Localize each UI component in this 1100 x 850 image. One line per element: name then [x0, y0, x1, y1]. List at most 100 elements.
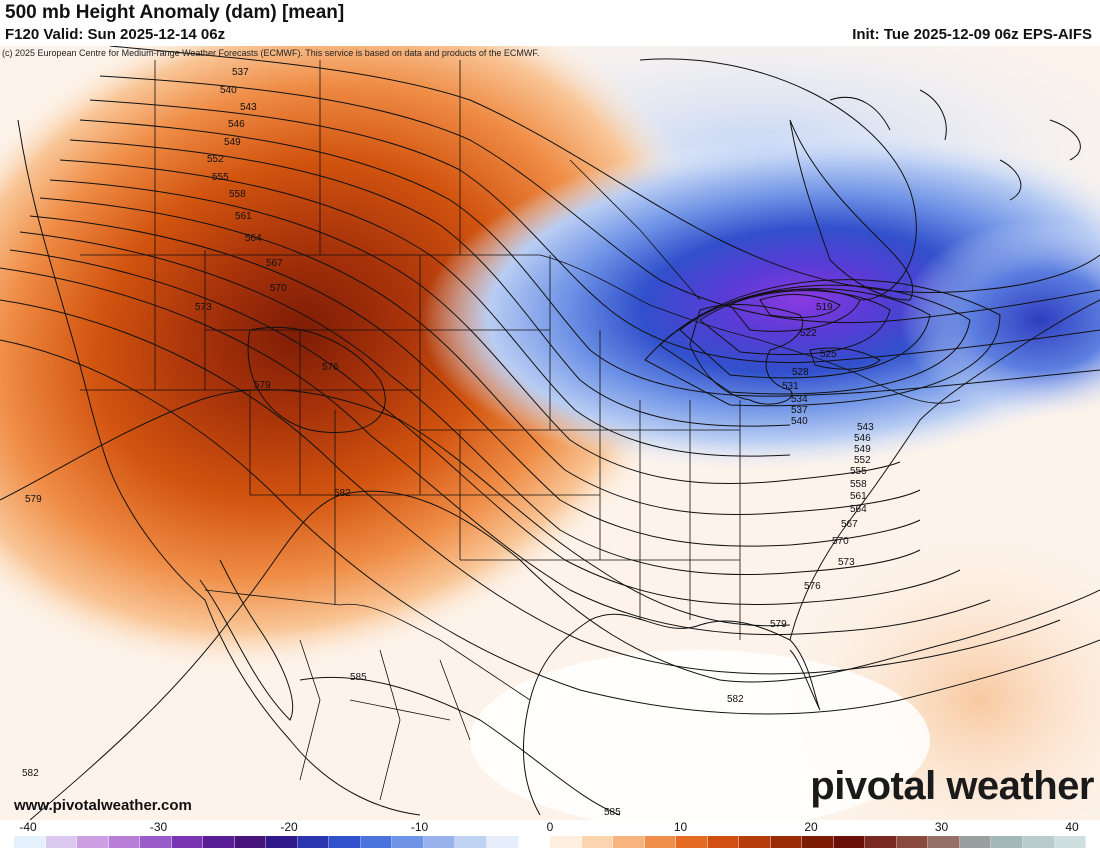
colorbar-swatch [676, 836, 708, 848]
colorbar-swatch [550, 836, 582, 848]
gulf-coastline [589, 613, 821, 711]
contour-label: 585 [350, 672, 367, 683]
contour-label: 546 [228, 119, 245, 130]
contour-564 [19, 231, 921, 576]
contour-label: 576 [804, 581, 821, 592]
contour-label: 564 [245, 233, 262, 244]
borders [80, 60, 961, 801]
colorbar-swatch [739, 836, 771, 848]
contour-570 [0, 267, 991, 636]
colorbar-swatch [77, 836, 109, 848]
contour-561 [29, 215, 921, 547]
contour-555 [49, 179, 901, 485]
colorbar-tick-label: 0 [546, 820, 554, 834]
colorbar-tick-label: 10 [673, 820, 688, 834]
contour-543 [89, 99, 1100, 364]
contour-label: 570 [832, 536, 849, 547]
contour-label: 549 [224, 137, 241, 148]
lake-outline-2 [809, 347, 881, 370]
contour-label: 537 [232, 67, 249, 78]
contour-label: 561 [850, 491, 867, 502]
colorbar-swatch [896, 836, 929, 848]
colorbar-swatch [833, 836, 866, 848]
baja-coastline [199, 559, 294, 721]
contour-537 [109, 46, 1100, 294]
contour-528 [679, 288, 931, 379]
colorbar-swatch [297, 836, 330, 848]
colorbar-swatch [928, 836, 960, 848]
contour-label: 582 [22, 768, 39, 779]
coastlines [17, 89, 1100, 816]
colorbar-swatch [455, 836, 487, 848]
colorbar-tick-label: 30 [934, 820, 949, 834]
contour-label: 531 [782, 381, 799, 392]
contour-label: 573 [838, 557, 855, 568]
contour-label: 555 [850, 466, 867, 477]
contour-585 [299, 676, 621, 816]
colorbar-swatch [644, 836, 677, 848]
contour-576 [0, 339, 1100, 715]
colorbar-swatch [865, 836, 897, 848]
contour-519 [759, 294, 841, 319]
contour-576-inner [247, 326, 386, 434]
contour-label: 537 [791, 405, 808, 416]
colorbar-swatch [108, 836, 141, 848]
contour-546 [79, 119, 1100, 397]
colorbar: -40 -30 -20 -10 0 10 20 30 40 [0, 820, 1100, 850]
colorbar-tick-label: -40 [19, 820, 37, 834]
contour-label: 579 [254, 380, 271, 391]
colorbar-tick-label: 40 [1065, 820, 1079, 834]
contour-531 [659, 284, 971, 395]
contour-label: 525 [820, 349, 837, 360]
contour-558 [39, 197, 921, 516]
colorbar-swatch [14, 836, 46, 848]
contour-label: 579 [25, 494, 42, 505]
us-mexico-border [204, 589, 531, 701]
contour-label: 567 [266, 258, 283, 269]
contour-label: 582 [334, 488, 351, 499]
colorbar-tick-label: -30 [149, 820, 168, 834]
pacific-coastline [17, 119, 421, 816]
contour-label: 576 [322, 362, 339, 373]
height-anomaly-map: 537 540 543 546 549 552 555 558 561 564 … [0, 46, 1100, 820]
colorbar-swatch [991, 836, 1023, 848]
map-header: 500 mb Height Anomaly (dam) [mean] F120 … [0, 0, 1100, 48]
valid-time: F120 Valid: Sun 2025-12-14 06z [5, 26, 226, 43]
colorbar-swatch [45, 836, 78, 848]
contour-label: 573 [195, 302, 212, 313]
colorbar-swatches [14, 836, 1087, 848]
contour-label: 561 [235, 211, 252, 222]
init-time: Init: Tue 2025-12-09 06z EPS-AIFS [852, 26, 1092, 43]
colorbar-swatch [613, 836, 645, 848]
colorbar-swatch [802, 836, 834, 848]
contour-573 [0, 299, 1061, 675]
colorbar-swatch [171, 836, 204, 848]
contour-label: 555 [212, 172, 229, 183]
contour-579 [0, 389, 791, 627]
canada-islands [829, 89, 1081, 201]
contour-label: 570 [270, 283, 287, 294]
colorbar-swatch [959, 836, 992, 848]
contour-label: 549 [854, 444, 871, 455]
colorbar-swatch [770, 836, 803, 848]
height-contours [0, 46, 1100, 820]
website-url: www.pivotalweather.com [14, 797, 192, 814]
contour-534 [644, 279, 1001, 407]
colorbar-swatch [203, 836, 235, 848]
colorbar-tick-label: 20 [804, 820, 818, 834]
colorbar-swatch [234, 836, 267, 848]
contour-540 [99, 75, 1100, 324]
contour-label: 552 [207, 154, 224, 165]
colorbar-tick-label: -20 [280, 820, 298, 834]
contour-525 [699, 290, 891, 356]
copyright-notice: (c) 2025 European Centre for Medium-rang… [2, 48, 540, 58]
colorbar-swatch [518, 836, 551, 848]
us-canada-border [80, 254, 961, 404]
state-lines [80, 150, 741, 640]
colorbar-tick-label: -10 [410, 820, 429, 834]
contour-label: 528 [792, 367, 809, 378]
colorbar-swatch [707, 836, 740, 848]
contour-label: 543 [857, 422, 874, 433]
contour-label: 534 [791, 394, 808, 405]
hudson-bay [789, 119, 914, 301]
